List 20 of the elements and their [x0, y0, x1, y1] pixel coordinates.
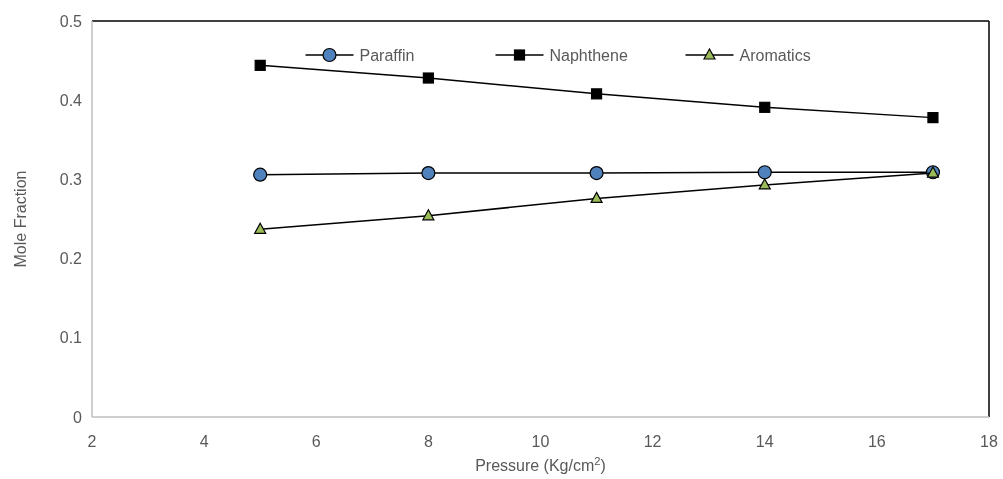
x-tick-label: 2: [87, 433, 97, 450]
y-tick-label: 0: [73, 408, 83, 426]
x-tick-label: 6: [311, 433, 321, 450]
x-tick-label: 4: [199, 433, 209, 450]
y-tick-label: 0.5: [59, 12, 83, 30]
y-tick-label: 0.1: [59, 329, 83, 347]
x-tick-label: 18: [980, 433, 998, 450]
x-tick-label: 12: [643, 433, 662, 450]
y-tick-label: 0.3: [59, 171, 83, 188]
x-tick-label: 10: [531, 433, 550, 450]
x-tick-label: 8: [423, 433, 433, 450]
x-tick-label: 16: [867, 433, 886, 450]
y-tick-label: 0.4: [59, 91, 83, 109]
x-axis-title: Pressure (Kg/cm$^{2}$): [475, 455, 606, 474]
x-tick-label: 14: [755, 433, 774, 450]
legend-label: Paraffin: [359, 46, 415, 64]
y-axis-title: Mole Fraction: [12, 170, 29, 268]
legend-label: Aromatics: [739, 46, 811, 64]
legend-label: Naphthene: [549, 46, 628, 64]
y-tick-label: 0.2: [59, 250, 83, 268]
